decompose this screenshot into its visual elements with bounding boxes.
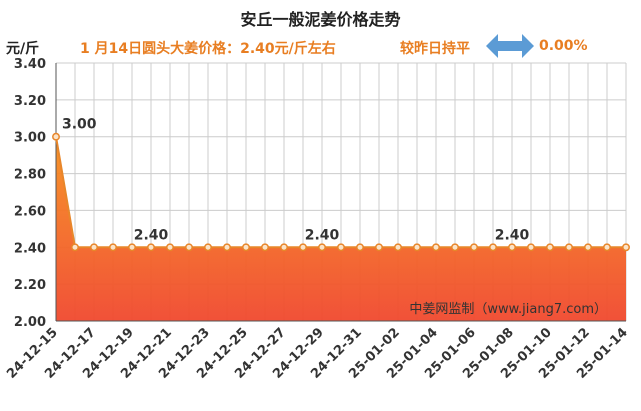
data-label: 2.40: [134, 227, 169, 243]
change-percent: 0.00%: [539, 38, 588, 54]
data-point: [470, 243, 478, 252]
data-point: [90, 243, 98, 252]
area-polygon: [56, 136, 626, 321]
data-points: [52, 132, 630, 252]
data-point: [337, 243, 345, 252]
y-tick-label: 2.60: [14, 204, 46, 219]
data-point: [546, 243, 554, 252]
watermark: 中姜网监制（www.jiang7.com）: [409, 302, 607, 317]
data-point: [394, 243, 402, 252]
data-point: [584, 243, 592, 252]
data-point: [451, 243, 459, 252]
data-point: [527, 243, 535, 252]
data-point: [565, 243, 573, 252]
y-tick-label: 3.40: [14, 57, 46, 72]
data-label: 2.40: [495, 227, 530, 243]
data-label: 3.00: [62, 117, 97, 133]
data-point: [52, 132, 60, 141]
price-note: 1 月14日圆头大姜价格：2.40元/斤左右: [80, 41, 336, 57]
data-point: [242, 243, 250, 252]
data-label: 2.40: [305, 227, 340, 243]
area-fill: [56, 136, 626, 321]
data-point: [223, 243, 231, 252]
y-tick-label: 3.00: [14, 131, 46, 146]
double-arrow-icon: [486, 34, 534, 58]
chart-title: 安丘一般泥姜价格走势: [240, 10, 401, 29]
data-point: [622, 243, 630, 252]
data-point: [356, 243, 364, 252]
data-point: [128, 243, 136, 252]
data-point: [299, 243, 307, 252]
data-point: [375, 243, 383, 252]
data-point: [318, 243, 326, 252]
compare-label: 较昨日持平: [400, 41, 470, 57]
data-point: [432, 243, 440, 252]
data-point: [204, 243, 212, 252]
data-point: [413, 243, 421, 252]
y-tick-label: 2.40: [14, 241, 46, 256]
data-point: [489, 243, 497, 252]
data-labels: 3.00 2.40 2.40 2.40: [62, 117, 530, 244]
data-point: [109, 243, 117, 252]
data-point: [508, 243, 516, 252]
data-point: [603, 243, 611, 252]
data-point: [261, 243, 269, 252]
axes: 2.002.202.402.602.803.003.203.4024-12-15…: [4, 57, 631, 382]
y-tick-label: 2.20: [14, 278, 46, 293]
y-tick-label: 3.20: [14, 94, 46, 109]
y-tick-label: 2.80: [14, 168, 46, 183]
data-point: [166, 243, 174, 252]
y-axis-unit: 元/斤: [6, 41, 40, 57]
y-tick-label: 2.00: [14, 315, 46, 330]
data-point: [71, 243, 79, 252]
data-point: [280, 243, 288, 252]
data-point: [147, 243, 155, 252]
data-point: [185, 243, 193, 252]
